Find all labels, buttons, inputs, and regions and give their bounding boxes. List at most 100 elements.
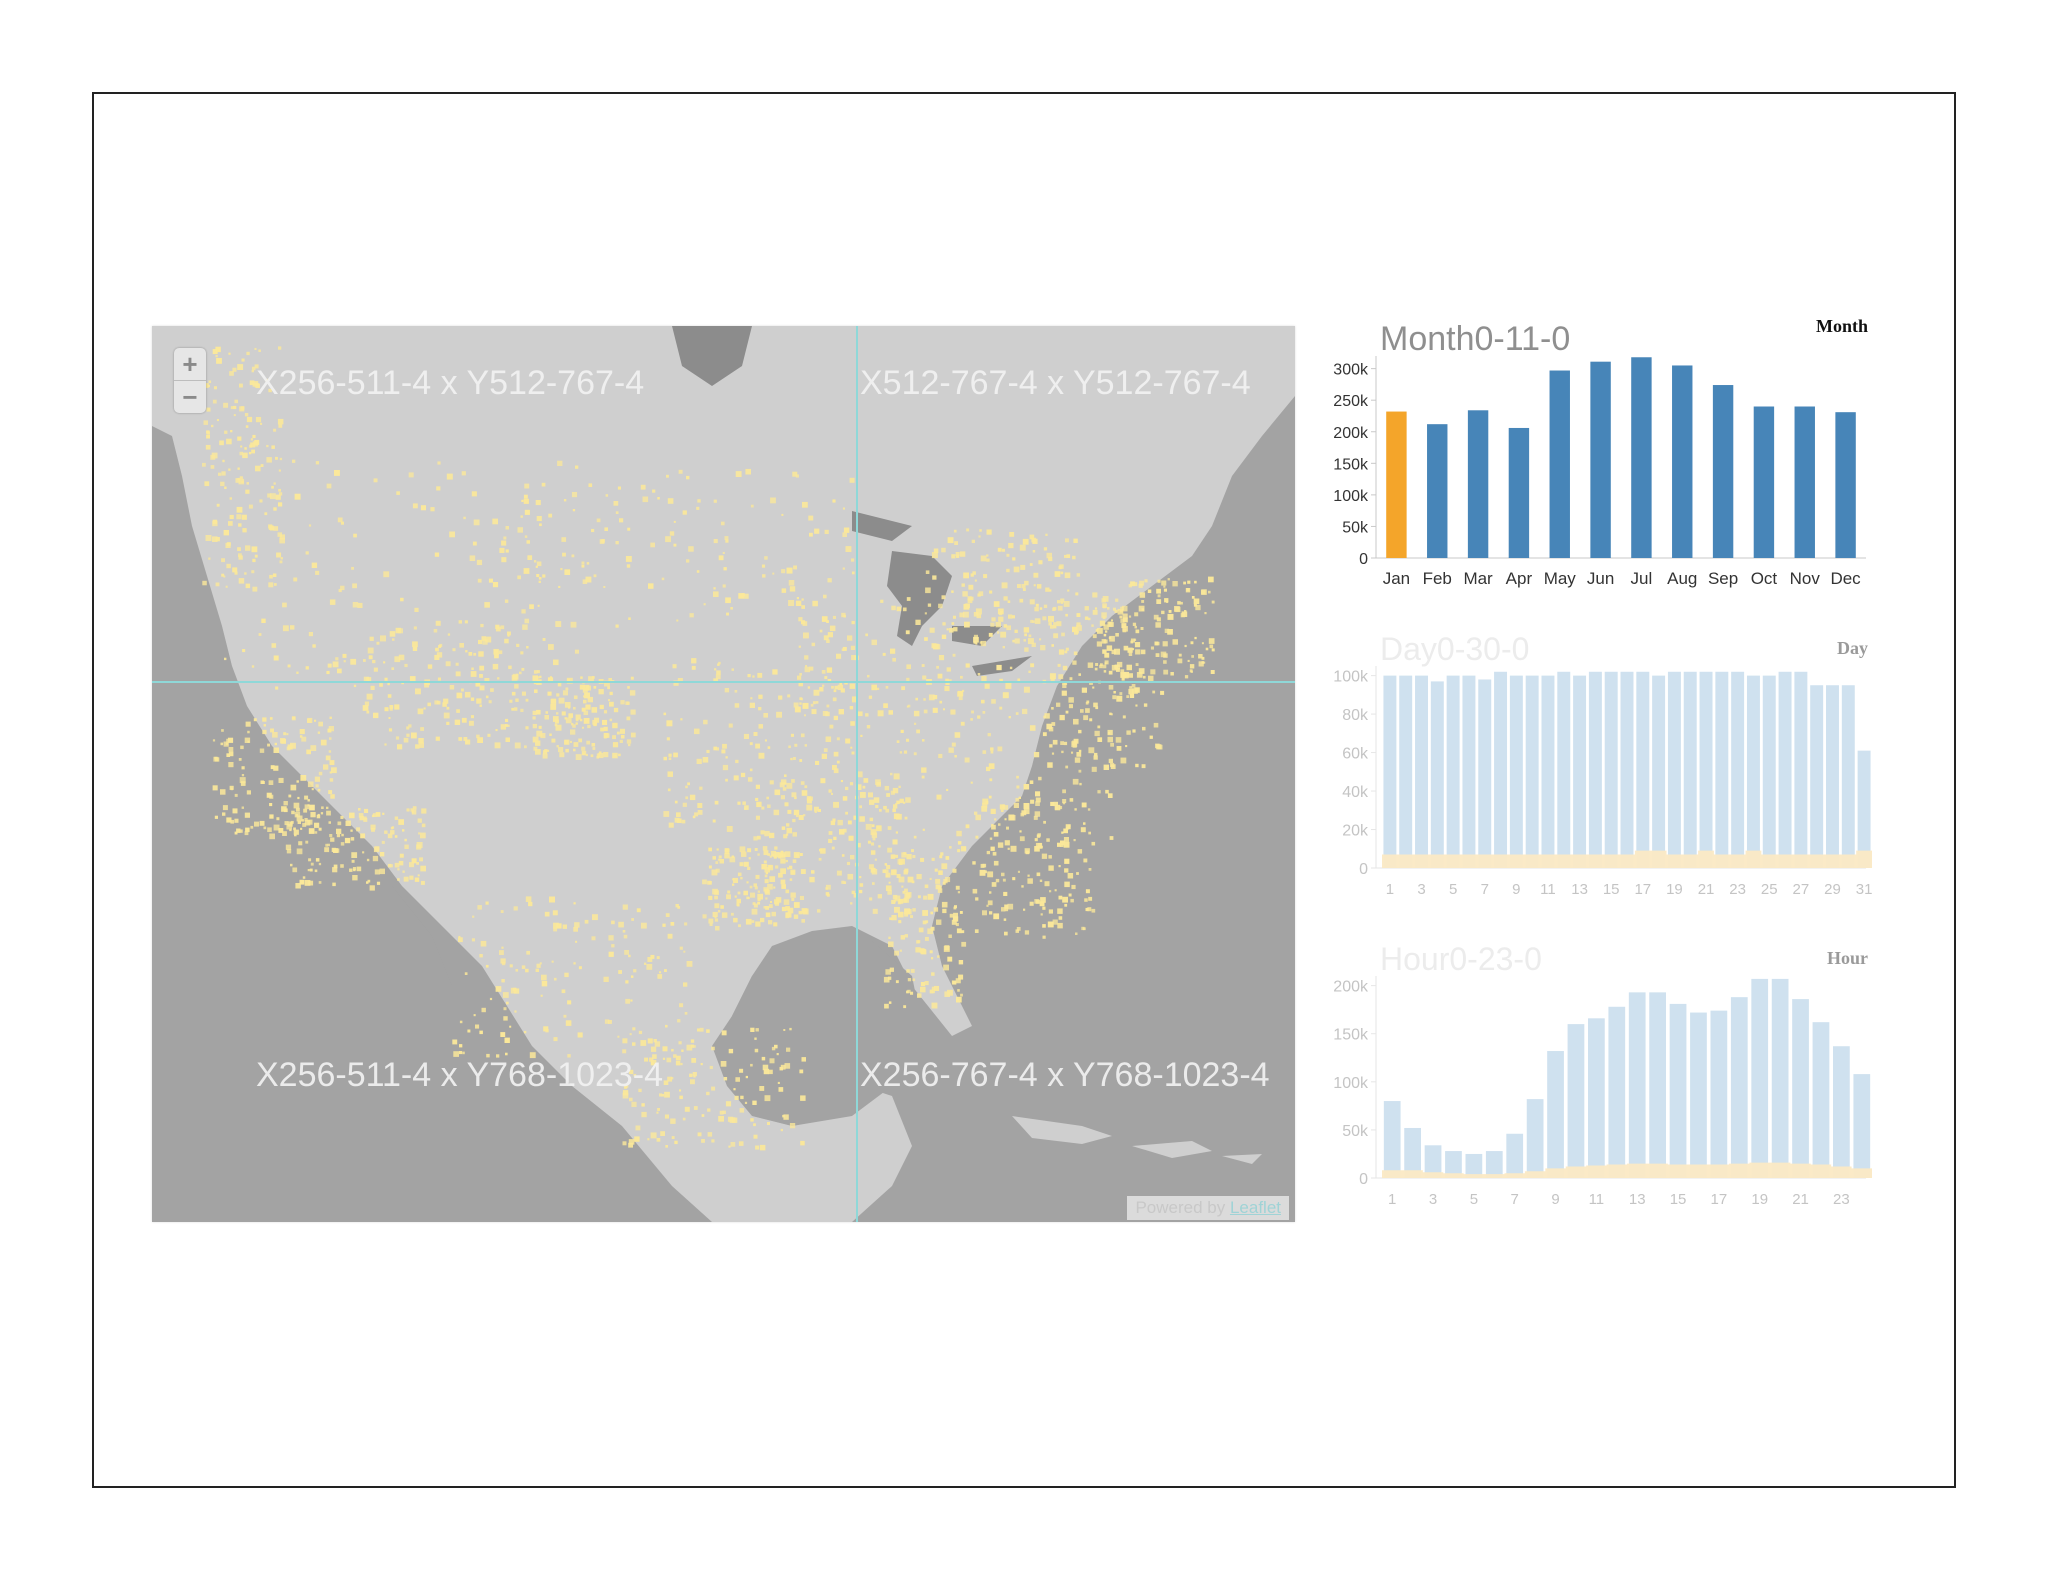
bar[interactable] [1833,1046,1850,1178]
x-tick-label: Jul [1631,569,1653,588]
bar[interactable] [1794,406,1815,559]
data-point [310,745,317,751]
bar[interactable] [1446,675,1460,868]
bar[interactable] [1541,675,1555,868]
bar[interactable] [1445,1151,1462,1178]
bar[interactable] [1669,1003,1687,1178]
bar[interactable] [1399,675,1413,868]
data-point [259,748,265,753]
data-point [564,739,570,745]
bar[interactable] [1699,671,1713,868]
zoom-in-button[interactable]: + [182,349,198,379]
bar[interactable] [1710,1010,1728,1178]
bar[interactable] [1857,750,1871,868]
data-point [1072,626,1078,633]
bar[interactable] [1715,671,1729,868]
data-point [650,542,655,548]
bar[interactable] [1430,681,1444,868]
bar[interactable] [1792,999,1809,1178]
bar[interactable] [1485,1151,1503,1178]
bar[interactable] [1794,671,1808,868]
data-point [1083,822,1086,825]
bar[interactable] [1690,1012,1707,1178]
bar[interactable] [1652,675,1666,868]
bar[interactable] [1608,1006,1626,1178]
bar[interactable] [1841,685,1855,868]
bar[interactable] [1835,412,1856,558]
bar[interactable] [1762,675,1776,868]
bar[interactable] [1465,1153,1483,1178]
bar[interactable] [1672,365,1693,558]
bar[interactable] [1631,357,1652,558]
bar[interactable] [1478,679,1492,868]
bar[interactable] [1771,978,1789,1178]
bar[interactable] [1753,406,1775,559]
zoom-out-button[interactable]: − [174,380,206,413]
bar[interactable] [1557,671,1571,868]
data-point [479,954,483,958]
bar[interactable] [1636,671,1650,868]
bar[interactable] [1526,1099,1544,1178]
bar[interactable] [1604,671,1618,868]
data-point [922,920,927,925]
bar[interactable] [1509,675,1523,868]
bar[interactable] [1383,1101,1401,1178]
leaflet-link[interactable]: Leaflet [1229,1198,1281,1217]
bar[interactable] [1508,427,1530,558]
bar[interactable] [1683,671,1697,868]
data-point [1057,663,1061,667]
bar[interactable] [1746,675,1760,868]
chart-svg[interactable]: Month0-11-0 Month050k100k150k200k250k300k… [1318,316,1878,606]
bar[interactable] [1462,675,1476,868]
data-point [1021,885,1024,888]
data-point [1046,723,1052,730]
data-point [1066,554,1071,558]
bar[interactable] [1812,1022,1830,1178]
data-point [1076,872,1079,875]
bar[interactable] [1386,411,1407,558]
day-chart[interactable]: Day0-30-0 Day 0 20k 40k 60k 80k 100k 1 3 5 7 9 11 13 15… [1318,626,1878,916]
bar[interactable] [1628,992,1646,1178]
bar[interactable] [1415,675,1428,868]
bar[interactable] [1810,685,1824,868]
month-chart[interactable]: Month0-11-0 Month 0 50k 100k 150k 200k 250k 300k… [1318,316,1878,606]
bar[interactable] [1712,385,1734,558]
data-point [353,684,357,688]
data-point [885,872,891,878]
bar[interactable] [1590,361,1611,558]
bar[interactable] [1778,671,1792,868]
map-canvas[interactable] [152,326,1295,1222]
bar[interactable] [1506,1133,1524,1178]
bar[interactable] [1667,671,1681,868]
bar[interactable] [1730,997,1748,1178]
bar[interactable] [1731,671,1745,868]
bar[interactable] [1383,675,1397,868]
bar[interactable] [1467,410,1489,558]
bar[interactable] [1588,1018,1605,1178]
bar[interactable] [1573,675,1587,868]
bar[interactable] [1588,671,1602,868]
bar[interactable] [1751,978,1769,1178]
bar[interactable] [1826,685,1839,868]
map-panel[interactable]: + − X256-511-4 x Y512-767-4 X512-767-4 x… [152,326,1295,1222]
data-point [765,871,769,875]
data-point [1105,789,1109,794]
bar[interactable] [1525,675,1539,868]
bar[interactable] [1424,1145,1442,1178]
bar[interactable] [1427,424,1448,558]
bar[interactable] [1494,671,1508,868]
bar[interactable] [1853,1074,1871,1178]
bar[interactable] [1547,1051,1564,1178]
hour-chart[interactable]: Hour0-23-0 Hour 0 50k 100k 150k 200k 1 3 5 7 9 11 13 1… [1318,936,1878,1226]
data-point [661,577,665,581]
data-point [765,864,768,867]
data-point [840,780,843,783]
bar[interactable] [1404,1127,1421,1178]
bar[interactable] [1620,671,1634,868]
data-point [212,349,218,355]
bar[interactable] [1549,370,1570,558]
bar[interactable] [1649,992,1666,1178]
bar[interactable] [1567,1024,1585,1178]
